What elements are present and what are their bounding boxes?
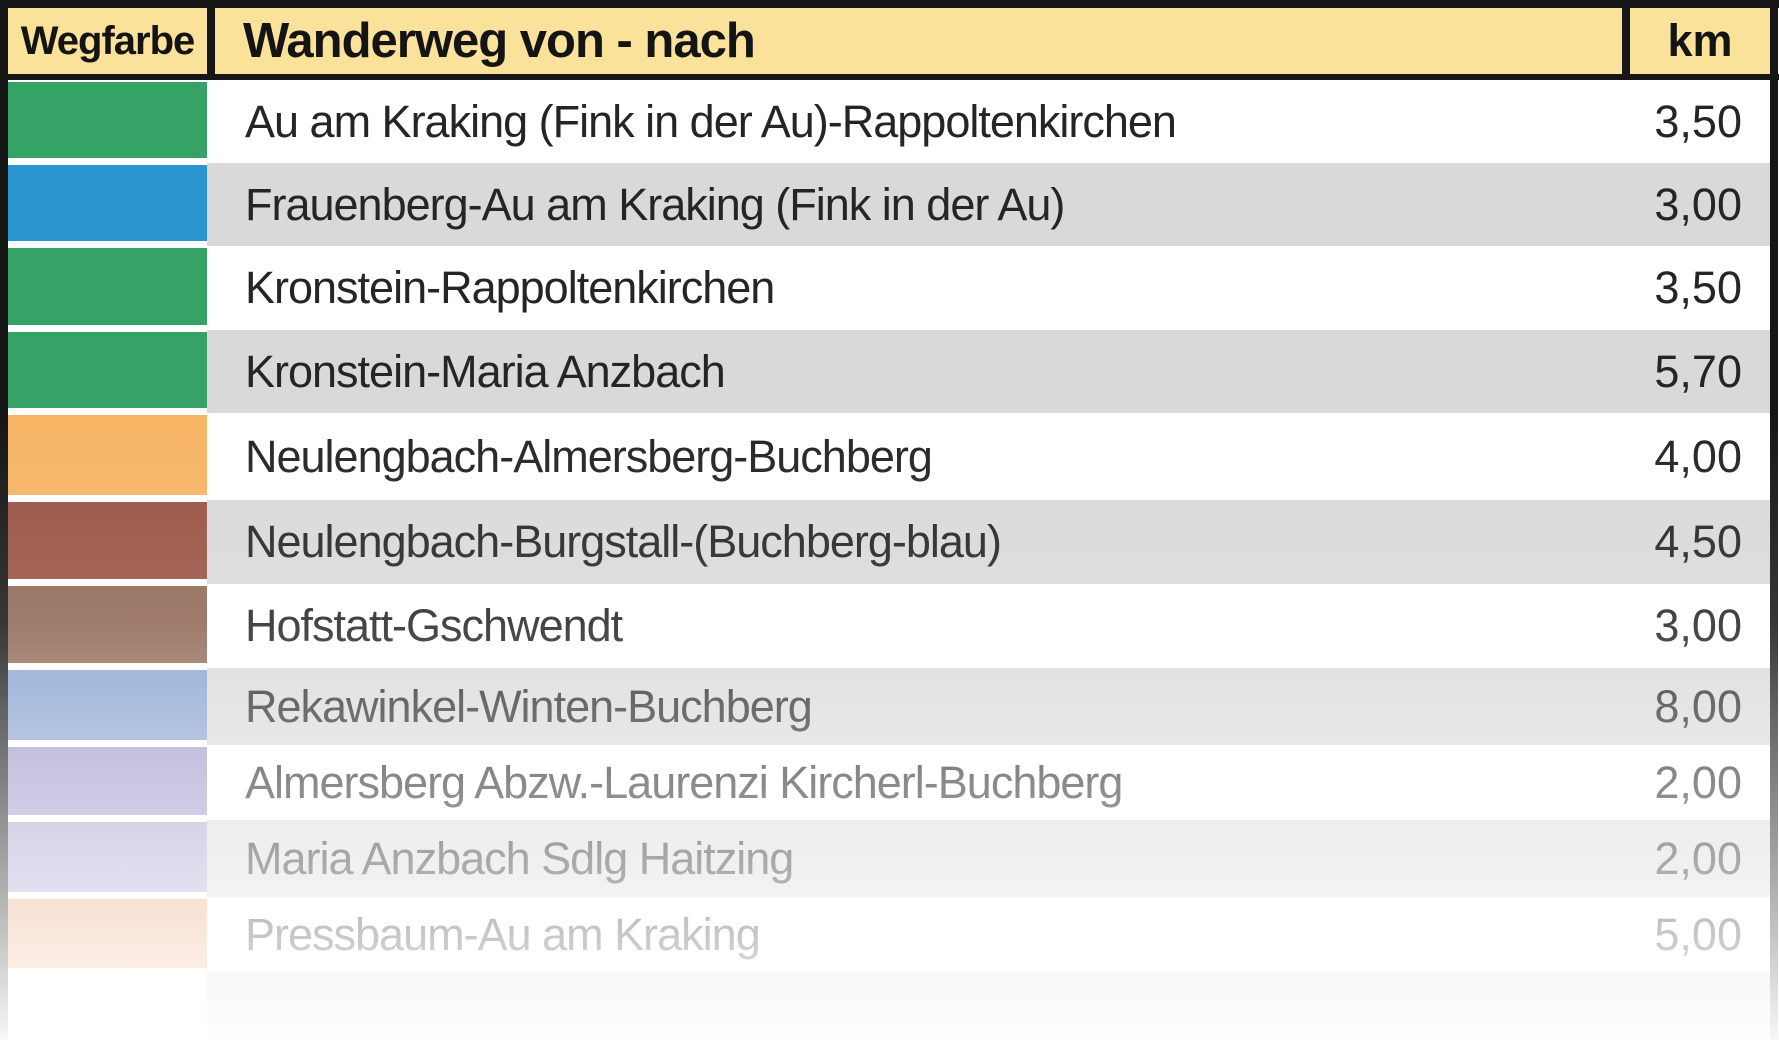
trail-color-cell bbox=[8, 897, 207, 973]
trail-color-cell bbox=[8, 330, 207, 413]
row-cells: Rekawinkel-Winten-Buchberg 8,00 bbox=[207, 668, 1770, 745]
route-name: Au am Kraking (Fink in der Au)-Rappolten… bbox=[245, 95, 1177, 147]
trail-color-cell bbox=[8, 584, 207, 668]
trail-color-swatch-orange bbox=[8, 415, 207, 495]
trail-color-swatch-violet bbox=[8, 747, 207, 815]
distance-km: 3,50 bbox=[1654, 95, 1742, 147]
table-row: Kronstein-Maria Anzbach 5,70 bbox=[8, 330, 1770, 413]
route-name: Neulengbach-Burgstall-(Buchberg-blau) bbox=[245, 516, 1002, 567]
route-name: Almersberg Abzw.-Laurenzi Kircherl-Buchb… bbox=[245, 756, 1123, 808]
row-cells: Au am Kraking (Fink in der Au)-Rappolten… bbox=[207, 80, 1770, 163]
row-cells: Kronstein-Maria Anzbach 5,70 bbox=[207, 330, 1770, 413]
table-row bbox=[8, 973, 1770, 1040]
trail-color-cell bbox=[8, 163, 207, 246]
header-cell-wegfarbe: Wegfarbe bbox=[8, 8, 207, 74]
distance-km: 3,50 bbox=[1654, 262, 1742, 313]
header-cell-km: km bbox=[1630, 8, 1770, 74]
table-row: Pressbaum-Au am Kraking 5,00 bbox=[8, 897, 1770, 973]
row-cells: Maria Anzbach Sdlg Haitzing 2,00 bbox=[207, 820, 1770, 897]
route-name: Neulengbach-Almersberg-Buchberg bbox=[245, 430, 933, 482]
trail-color-cell bbox=[8, 668, 207, 745]
table-body: Au am Kraking (Fink in der Au)-Rappolten… bbox=[8, 80, 1770, 1040]
trail-color-swatch-green bbox=[8, 82, 207, 158]
distance-km: 3,00 bbox=[1654, 600, 1742, 651]
distance-km: 3,00 bbox=[1654, 178, 1742, 230]
table-row: Frauenberg-Au am Kraking (Fink in der Au… bbox=[8, 163, 1770, 246]
row-cells: Neulengbach-Almersberg-Buchberg 4,00 bbox=[207, 413, 1770, 500]
distance-km: 5,00 bbox=[1654, 909, 1742, 960]
header-label-wegfarbe: Wegfarbe bbox=[20, 18, 196, 63]
trail-color-swatch-light-blue bbox=[8, 670, 207, 740]
trail-color-swatch-red-brown bbox=[8, 502, 207, 579]
row-cells: Kronstein-Rappoltenkirchen 3,50 bbox=[207, 246, 1770, 330]
table-border-top bbox=[0, 0, 1779, 8]
header-divider-2 bbox=[1622, 8, 1630, 74]
table-border-right bbox=[1770, 0, 1778, 1040]
row-cells: Hofstatt-Gschwendt 3,00 bbox=[207, 584, 1770, 668]
route-name: Kronstein-Maria Anzbach bbox=[245, 345, 726, 397]
table-row: Neulengbach-Almersberg-Buchberg 4,00 bbox=[8, 413, 1770, 500]
trail-color-swatch-violet bbox=[8, 822, 207, 892]
distance-km: 2,00 bbox=[1654, 832, 1742, 884]
trail-color-cell bbox=[8, 820, 207, 897]
header-cell-route: Wanderweg von - nach bbox=[215, 8, 1622, 74]
header-label-route: Wanderweg von - nach bbox=[243, 14, 756, 68]
header-label-km: km bbox=[1667, 15, 1733, 66]
trail-color-swatch-brown bbox=[8, 586, 207, 663]
trail-color-cell bbox=[8, 80, 207, 163]
table-row: Maria Anzbach Sdlg Haitzing 2,00 bbox=[8, 820, 1770, 897]
trail-color-swatch-green bbox=[8, 332, 207, 408]
trail-color-swatch-none bbox=[8, 975, 207, 1040]
table-header: Wegfarbe Wanderweg von - nach km bbox=[8, 8, 1770, 74]
trail-color-cell bbox=[8, 413, 207, 500]
distance-km: 4,00 bbox=[1654, 430, 1742, 482]
trail-color-swatch-blue bbox=[8, 165, 207, 241]
trail-color-cell bbox=[8, 973, 207, 1040]
row-cells: Frauenberg-Au am Kraking (Fink in der Au… bbox=[207, 163, 1770, 246]
row-cells bbox=[207, 973, 1770, 1040]
header-divider-1 bbox=[207, 8, 215, 74]
trail-color-cell bbox=[8, 500, 207, 584]
trail-color-cell bbox=[8, 745, 207, 820]
route-name: Kronstein-Rappoltenkirchen bbox=[245, 262, 775, 313]
row-cells: Almersberg Abzw.-Laurenzi Kircherl-Buchb… bbox=[207, 745, 1770, 820]
trail-color-swatch-green bbox=[8, 248, 207, 325]
route-name: Frauenberg-Au am Kraking (Fink in der Au… bbox=[245, 178, 1065, 230]
row-cells: Pressbaum-Au am Kraking 5,00 bbox=[207, 897, 1770, 973]
distance-km: 5,70 bbox=[1654, 345, 1742, 397]
route-name: Hofstatt-Gschwendt bbox=[245, 600, 623, 651]
table-row: Kronstein-Rappoltenkirchen 3,50 bbox=[8, 246, 1770, 330]
distance-km: 2,00 bbox=[1654, 756, 1742, 808]
table-row: Almersberg Abzw.-Laurenzi Kircherl-Buchb… bbox=[8, 745, 1770, 820]
trail-color-cell bbox=[8, 246, 207, 330]
distance-km: 4,50 bbox=[1654, 516, 1742, 567]
route-name: Pressbaum-Au am Kraking bbox=[245, 909, 761, 960]
table-row: Hofstatt-Gschwendt 3,00 bbox=[8, 584, 1770, 668]
table-border-left bbox=[0, 0, 8, 1040]
table-row: Au am Kraking (Fink in der Au)-Rappolten… bbox=[8, 80, 1770, 163]
route-name: Rekawinkel-Winten-Buchberg bbox=[245, 680, 813, 732]
trail-color-swatch-orange-red bbox=[8, 899, 207, 968]
row-cells: Neulengbach-Burgstall-(Buchberg-blau) 4,5… bbox=[207, 500, 1770, 584]
distance-km: 8,00 bbox=[1654, 680, 1742, 732]
route-name: Maria Anzbach Sdlg Haitzing bbox=[245, 832, 794, 884]
table-row: Neulengbach-Burgstall-(Buchberg-blau) 4,5… bbox=[8, 500, 1770, 584]
table-row: Rekawinkel-Winten-Buchberg 8,00 bbox=[8, 668, 1770, 745]
